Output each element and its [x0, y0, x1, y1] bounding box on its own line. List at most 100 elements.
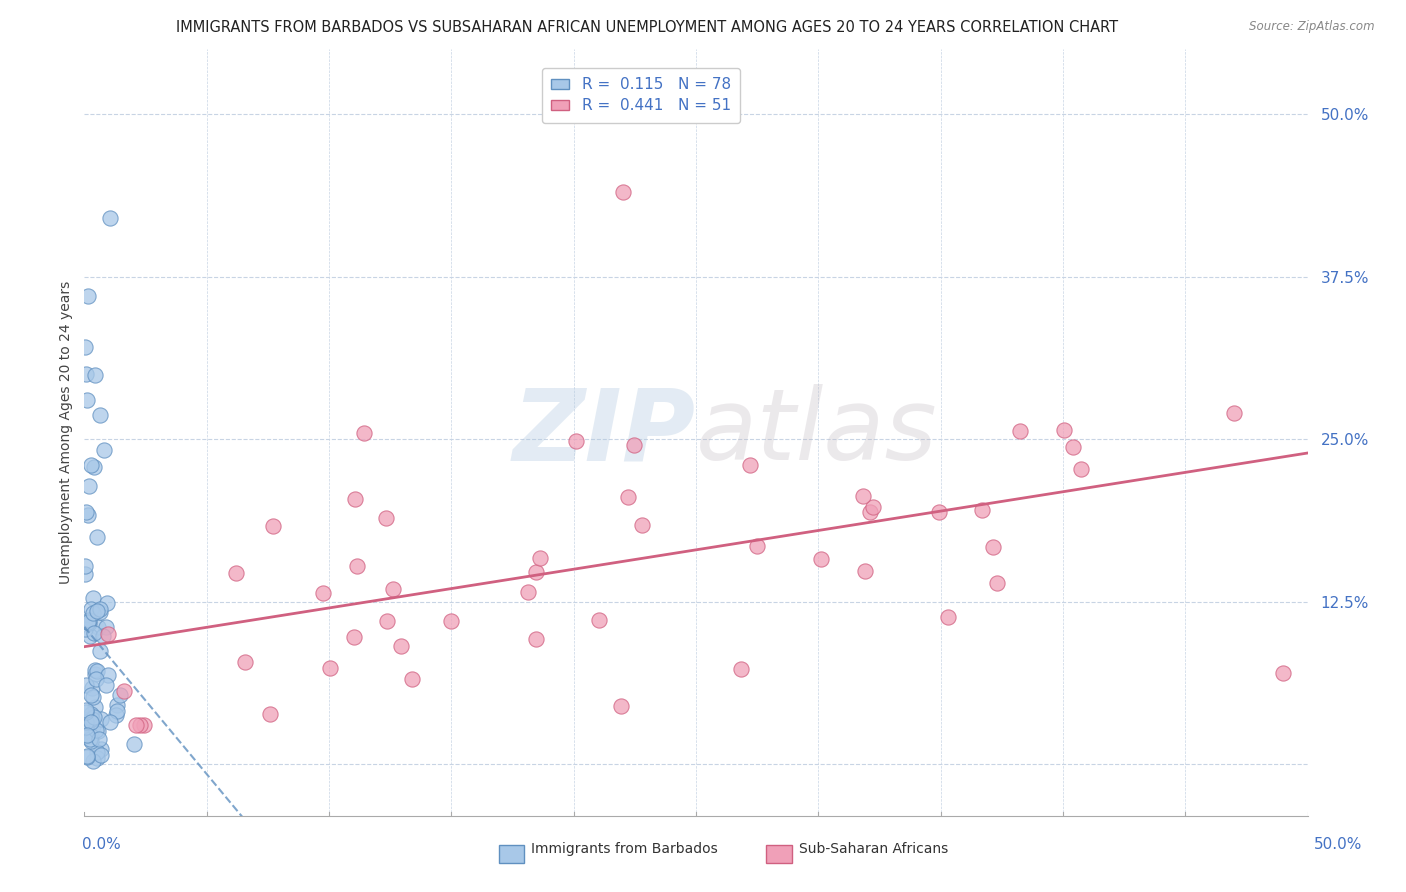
Point	[105, 708, 128, 723]
Point	[82, 606, 104, 620]
Point	[90, 742, 112, 756]
Point	[80, 714, 103, 729]
Y-axis label: Unemployment Among Ages 20 to 24 years: Unemployment Among Ages 20 to 24 years	[59, 281, 73, 584]
Point	[75, 720, 97, 734]
Point	[75, 724, 97, 739]
Point	[90, 712, 112, 726]
Point	[79, 629, 101, 643]
Point	[73, 340, 96, 354]
Point	[80, 688, 103, 702]
Point	[83, 626, 105, 640]
Point	[82, 719, 104, 733]
Text: Source: ZipAtlas.com: Source: ZipAtlas.com	[1250, 20, 1375, 33]
Point	[1063, 440, 1085, 454]
Point	[852, 489, 875, 503]
Point	[83, 700, 105, 714]
Point	[862, 500, 884, 514]
Point	[97, 668, 120, 682]
Point	[77, 615, 100, 629]
Point	[128, 718, 150, 732]
Point	[233, 655, 256, 669]
Text: 0.0%: 0.0%	[82, 837, 121, 852]
Point	[529, 550, 551, 565]
Point	[401, 672, 423, 686]
Point	[79, 733, 101, 747]
Point	[76, 748, 98, 763]
Point	[936, 609, 959, 624]
Point	[91, 629, 114, 643]
Point	[346, 559, 368, 574]
Point	[745, 539, 768, 553]
Point	[353, 426, 375, 441]
Point	[80, 602, 103, 616]
Point	[928, 504, 950, 518]
Point	[96, 596, 118, 610]
Point	[76, 393, 98, 408]
Point	[262, 518, 284, 533]
Point	[76, 728, 98, 742]
Point	[75, 703, 97, 717]
Point	[75, 559, 97, 574]
Legend: R =  0.115   N = 78, R =  0.441   N = 51: R = 0.115 N = 78, R = 0.441 N = 51	[541, 68, 740, 123]
Point	[981, 540, 1004, 554]
Point	[853, 564, 876, 578]
Point	[112, 684, 135, 698]
Point	[90, 748, 112, 763]
Point	[86, 723, 108, 738]
Point	[86, 746, 108, 760]
Text: Immigrants from Barbados: Immigrants from Barbados	[531, 842, 718, 856]
Point	[77, 289, 100, 303]
Point	[588, 614, 610, 628]
Point	[132, 718, 155, 732]
Point	[343, 630, 366, 644]
Point	[82, 690, 104, 704]
Point	[87, 732, 110, 747]
Point	[972, 503, 994, 517]
Point	[105, 698, 128, 712]
Point	[730, 662, 752, 676]
Point	[73, 566, 96, 581]
Point	[382, 582, 405, 596]
Point	[82, 755, 104, 769]
Point	[375, 615, 398, 629]
Point	[312, 586, 335, 600]
Point	[83, 368, 105, 382]
Point	[77, 616, 100, 631]
Point	[86, 604, 108, 618]
Point	[858, 505, 880, 519]
Text: Sub-Saharan Africans: Sub-Saharan Africans	[799, 842, 948, 856]
Text: ZIP: ZIP	[513, 384, 696, 481]
Point	[1008, 424, 1031, 438]
Point	[75, 367, 97, 381]
Point	[125, 718, 148, 732]
Point	[77, 478, 100, 492]
Point	[623, 438, 645, 452]
Point	[82, 591, 104, 606]
Point	[1223, 406, 1246, 420]
Point	[98, 714, 121, 729]
Point	[610, 698, 633, 713]
Point	[98, 211, 121, 225]
Point	[80, 713, 103, 727]
Point	[616, 490, 638, 504]
Point	[108, 688, 131, 702]
Point	[86, 751, 108, 765]
Point	[259, 706, 281, 721]
Point	[75, 715, 97, 730]
Point	[76, 508, 98, 523]
Point	[375, 511, 398, 525]
Point	[76, 749, 98, 764]
Text: 50.0%: 50.0%	[1315, 837, 1362, 852]
Point	[343, 491, 366, 506]
Point	[79, 729, 101, 743]
Point	[80, 458, 103, 472]
Point	[1053, 423, 1076, 437]
Point	[89, 409, 111, 423]
Point	[77, 613, 100, 627]
Text: atlas: atlas	[696, 384, 938, 481]
Point	[84, 673, 107, 687]
Point	[76, 729, 98, 743]
Point	[84, 663, 107, 677]
Point	[94, 678, 117, 692]
Point	[79, 731, 101, 746]
